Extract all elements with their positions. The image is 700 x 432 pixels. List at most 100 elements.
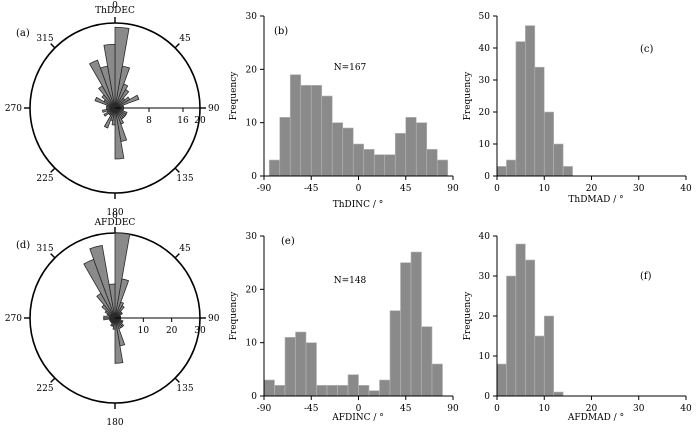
rose-petal [114, 107, 125, 160]
histogram-bar [410, 251, 422, 397]
histogram-bar [389, 310, 401, 397]
x-tick-label: -45 [304, 404, 319, 414]
x-tick-label: 0 [356, 184, 362, 194]
panel-f: (f) 0 10 20 30 40 0 10 20 30 40 Frequency AFDMAD / ° [463, 232, 692, 423]
histogram-bar [553, 391, 564, 397]
rose-petal [89, 244, 116, 319]
rose-compass-label: 0 [112, 211, 118, 221]
histogram-bar [534, 335, 545, 397]
y-tick-label: 0 [484, 392, 490, 402]
histogram-bar [379, 379, 391, 397]
histogram-bar [347, 374, 359, 397]
rose-compass-label: 315 [36, 244, 53, 254]
histogram-bar [363, 149, 375, 177]
rose-compass-label: 90 [208, 314, 220, 324]
sample-count-annotation: N=167 [334, 63, 367, 73]
x-tick-label: 45 [400, 404, 412, 414]
histogram-bar [400, 262, 412, 397]
y-tick-label: 30 [479, 272, 491, 282]
y-tick-label: 20 [479, 312, 491, 322]
x-axis-label: ThDMAD / ° [568, 195, 623, 205]
y-tick-label: 20 [246, 65, 258, 75]
x-tick-label: 10 [539, 404, 551, 414]
histogram-bar [289, 74, 302, 177]
rose-tick [174, 253, 180, 259]
rose-tick [174, 377, 180, 383]
rose-radial-tick-label: 16 [177, 116, 189, 126]
histogram-bar [305, 342, 317, 397]
histogram-bar [316, 385, 328, 397]
panel-label-e: (e) [281, 236, 295, 247]
x-tick-label: 20 [586, 184, 598, 194]
rose-petal [114, 94, 140, 109]
rose-compass-label: 225 [36, 384, 53, 394]
histogram-bar [506, 275, 517, 397]
y-tick-label: 30 [246, 232, 258, 242]
y-tick-label: 0 [484, 172, 490, 182]
sample-count-annotation: N=148 [334, 276, 367, 286]
histogram-bar [415, 122, 428, 177]
histogram-bar [553, 143, 564, 177]
rose-compass-label: 270 [5, 104, 22, 114]
x-tick-label: 0 [494, 404, 500, 414]
histogram-bar [534, 66, 545, 177]
histogram-bar [321, 95, 333, 177]
rose-petal [108, 283, 116, 319]
x-tick-label: 30 [633, 184, 645, 194]
panel-label-d: (d) [16, 240, 30, 251]
histogram-bar [268, 159, 281, 177]
rose-compass-label: 90 [208, 104, 220, 114]
x-tick-label: 90 [447, 404, 459, 414]
rose-compass-label: 225 [36, 174, 53, 184]
rose-radial-tick-label: 20 [194, 116, 206, 126]
histogram-bar [506, 159, 517, 177]
y-tick-label: 0 [251, 172, 257, 182]
histogram-bar [384, 154, 396, 177]
rose-title-a: ThDDEC [95, 6, 135, 16]
rose-tick [50, 253, 56, 259]
y-tick-label: 30 [479, 76, 491, 86]
y-axis-label: Frequency [229, 291, 239, 341]
x-tick-label: -45 [304, 184, 319, 194]
histogram-bar [274, 385, 286, 397]
panel-label-b: (b) [274, 26, 288, 37]
histogram-bar [310, 85, 323, 177]
histogram-bar [358, 385, 370, 397]
y-axis-label: Frequency [229, 71, 239, 121]
x-tick-label: -90 [257, 184, 272, 194]
panel-b: (b) 0 10 20 30 -90 -45 0 45 90 Frequency ThDINC / °… [229, 12, 459, 210]
rose-petal [88, 59, 116, 109]
x-tick-label: 40 [680, 184, 692, 194]
rose-compass-label: 45 [179, 34, 191, 44]
histogram-bar [337, 385, 349, 397]
rose-compass-label: 180 [106, 418, 123, 428]
x-tick-label: 10 [539, 184, 551, 194]
y-tick-label: 50 [479, 12, 491, 22]
histogram-bar [394, 133, 407, 177]
histogram-bar [373, 154, 386, 177]
x-axis-label: ThDINC / ° [333, 200, 384, 210]
histogram-bar [342, 127, 354, 177]
histogram-bar [436, 159, 449, 177]
rose-petal [114, 317, 124, 364]
x-tick-label: -90 [257, 404, 272, 414]
y-tick-label: 10 [246, 339, 258, 349]
rose-radial-tick-label: 8 [146, 116, 152, 126]
x-tick-label: 90 [447, 184, 459, 194]
histogram-bar [326, 385, 338, 397]
panel-label-f: (f) [640, 271, 652, 282]
histogram-bar [515, 41, 526, 177]
y-axis-label: Frequency [463, 291, 473, 341]
histogram-bar [263, 379, 275, 397]
histogram-bar [352, 143, 365, 177]
rose-compass-label: 135 [176, 384, 193, 394]
rose-radial-tick-label: 20 [166, 326, 178, 336]
rose-compass-label: 270 [5, 314, 22, 324]
y-tick-label: 20 [246, 285, 258, 295]
rose-compass-label: 45 [179, 244, 191, 254]
histogram-bar [496, 166, 507, 177]
x-tick-label: 0 [356, 404, 362, 414]
